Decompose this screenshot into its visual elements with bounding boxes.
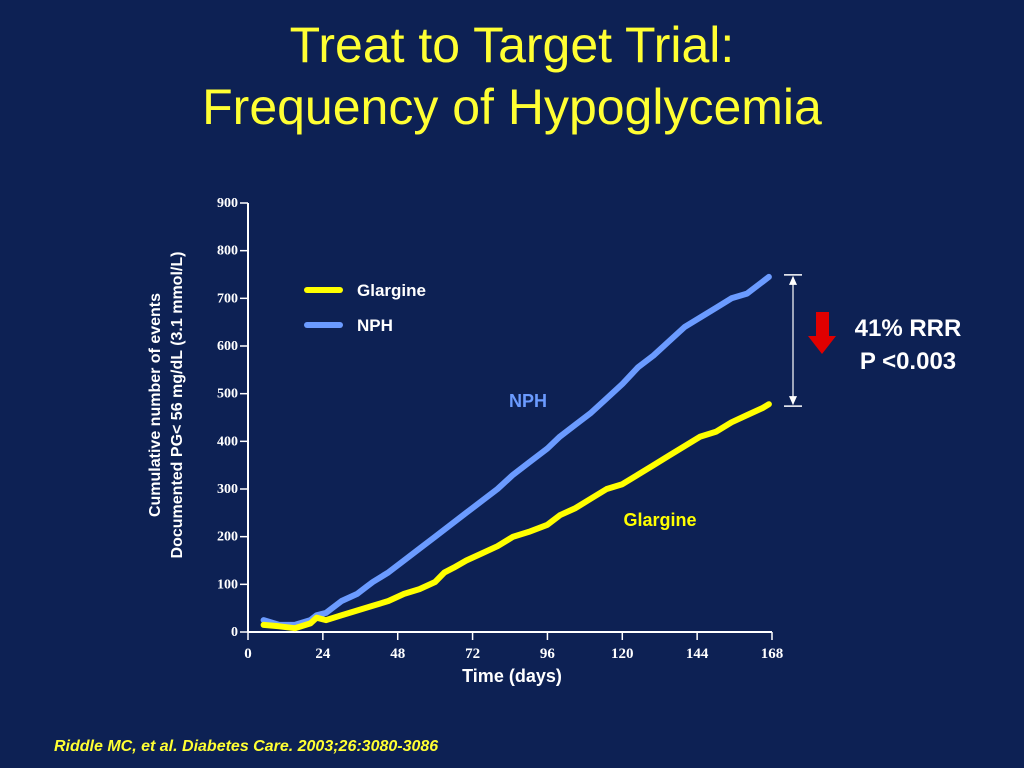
rrr-annotation: 41% RRR P <0.003 [838, 312, 978, 378]
citation: Riddle MC, et al. Diabetes Care. 2003;26… [54, 738, 439, 755]
x-tick-label: 0 [244, 646, 252, 662]
bracket-arrowhead-top [789, 275, 797, 285]
x-axis-label: Time (days) [462, 666, 562, 686]
y-tick-label: 200 [217, 530, 238, 545]
y-axis-label-line-1: Cumulative number of events [147, 293, 164, 517]
y-tick-label: 600 [217, 339, 238, 354]
difference-bracket [784, 274, 802, 407]
y-tick-label: 900 [217, 196, 238, 211]
legend-label-nph: NPH [357, 316, 393, 335]
x-tick-label: 72 [465, 646, 480, 662]
legend-label-glargine: Glargine [357, 281, 426, 300]
x-tick-label: 48 [390, 646, 405, 662]
chart-lines [260, 273, 772, 632]
y-tick-label: 700 [217, 291, 238, 306]
y-tick-label: 0 [231, 625, 238, 640]
series-line-nph [260, 273, 772, 628]
x-tick-label: 144 [686, 646, 709, 662]
down-arrow-icon [808, 312, 836, 354]
y-axis-label: Cumulative number of events Documented PG… [147, 252, 186, 559]
y-tick-label: 800 [217, 244, 238, 259]
y-tick-label: 300 [217, 482, 238, 497]
y-axis-label-line-2: Documented PG< 56 mg/dL (3.1 mmol/L) [169, 252, 186, 559]
chart-ticks: 0 100 200 300 400 500 600 700 800 900 0 24 48 72 96 120… [217, 196, 783, 662]
chart-legend: Glargine NPH [304, 281, 426, 335]
series-inline-label-glargine: Glargine [623, 510, 696, 530]
title-line-2: Frequency of Hypoglycemia [202, 79, 822, 135]
bracket-arrowhead-bottom [789, 396, 797, 406]
x-tick-label: 168 [761, 646, 784, 662]
down-arrow-shape [808, 312, 836, 354]
x-tick-label: 24 [315, 646, 331, 662]
y-tick-label: 500 [217, 387, 238, 402]
x-tick-label: 96 [540, 646, 556, 662]
chart-axes [247, 203, 772, 633]
chart-labels: Time (days) Cumulative number of events Do… [147, 252, 697, 686]
title-line-1: Treat to Target Trial: [289, 17, 735, 73]
p-value-label: P <0.003 [859, 348, 957, 375]
series-line-glargine [260, 401, 772, 632]
y-tick-label: 400 [217, 434, 238, 449]
slide-title: Treat to Target Trial: Frequency of Hypo… [0, 14, 1024, 138]
x-tick-label: 120 [611, 646, 634, 662]
y-tick-label: 100 [217, 577, 238, 592]
series-inline-label-nph: NPH [509, 391, 547, 411]
rrr-label: 41% RRR [854, 315, 962, 342]
